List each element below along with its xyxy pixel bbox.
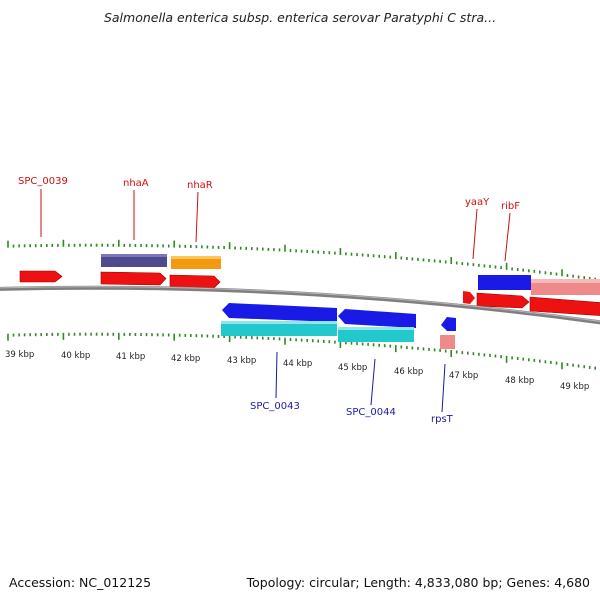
gene-nhaA-cds-feature[interactable]: [100, 271, 167, 286]
gene-yaaY-cds-feature[interactable]: [476, 292, 530, 309]
scale-label: 42 kbp: [171, 354, 200, 364]
gene-ribF-highlight: [531, 279, 600, 283]
label-spc-0039[interactable]: SPC_0039: [18, 176, 68, 187]
gene-spc-0044-cyan-feature[interactable]: [338, 327, 414, 342]
scale-label: 49 kbp: [560, 382, 589, 392]
gene-spc-0043-cyan-feature[interactable]: [221, 321, 337, 336]
label-rpst[interactable]: rpsT: [431, 414, 454, 425]
gene-yaaY-feature[interactable]: [478, 275, 531, 290]
scale-label: 43 kbp: [227, 356, 256, 366]
gene-nhaR-highlight: [171, 256, 221, 259]
gene-ribF-small-feature[interactable]: [463, 291, 475, 304]
gene-nhaA-highlight: [101, 254, 167, 257]
label-spc-0043[interactable]: SPC_0043: [250, 401, 300, 412]
accession-text: Accession: NC_012125: [9, 575, 152, 590]
gene-nhaA-feature[interactable]: [101, 254, 167, 267]
forward-strand-features: [19, 254, 600, 316]
gene-spc-0043-feature[interactable]: [222, 303, 337, 322]
label-yaaY[interactable]: yaaY: [465, 197, 490, 208]
scale-label: 46 kbp: [394, 367, 423, 377]
reverse-strand-features: [221, 303, 456, 349]
label-nhaA[interactable]: nhaA: [123, 178, 149, 189]
label-nhaR[interactable]: nhaR: [187, 180, 213, 191]
label-spc-0044[interactable]: SPC_0044: [346, 407, 396, 418]
gene-spc-0044-feature[interactable]: [338, 309, 416, 328]
gene-nhaR-cds-feature[interactable]: [169, 274, 221, 289]
gene-nhaR-feature[interactable]: [171, 256, 221, 269]
gene-rpst-pink-feature[interactable]: [440, 335, 455, 349]
bottom-tick-track: [7, 332, 597, 370]
scale-label: 48 kbp: [505, 376, 534, 386]
top-tick-track: [7, 239, 597, 281]
label-ribF[interactable]: ribF: [501, 201, 520, 212]
gene-spc-0039-feature[interactable]: [19, 270, 63, 283]
gene-spc-0044-cyan-highlight: [338, 327, 414, 330]
genome-summary-text: Topology: circular; Length: 4,833,080 bp…: [246, 575, 590, 590]
gene-labels: SPC_0039 nhaA nhaR yaaY ribF SPC_0043 SP…: [18, 176, 520, 425]
scale-label: 40 kbp: [61, 351, 90, 361]
scale-label: 47 kbp: [449, 371, 478, 381]
gene-rpst-feature[interactable]: [441, 317, 456, 331]
scale-label: 39 kbp: [5, 350, 34, 360]
map-title: Salmonella enterica subsp. enterica sero…: [103, 10, 497, 25]
scale-label: 44 kbp: [283, 359, 312, 369]
gene-spc-0043-cyan-highlight: [221, 321, 337, 324]
scale-label: 45 kbp: [338, 363, 367, 373]
genome-backbone: [0, 285, 600, 325]
scale-labels: 39 kbp 40 kbp 41 kbp 42 kbp 43 kbp 44 kb…: [5, 350, 589, 392]
genome-backbone-highlight: [0, 286, 600, 322]
scale-label: 41 kbp: [116, 352, 145, 362]
gene-ribF-cds-feature[interactable]: [529, 296, 600, 316]
label-leader-lines: [40, 189, 511, 413]
